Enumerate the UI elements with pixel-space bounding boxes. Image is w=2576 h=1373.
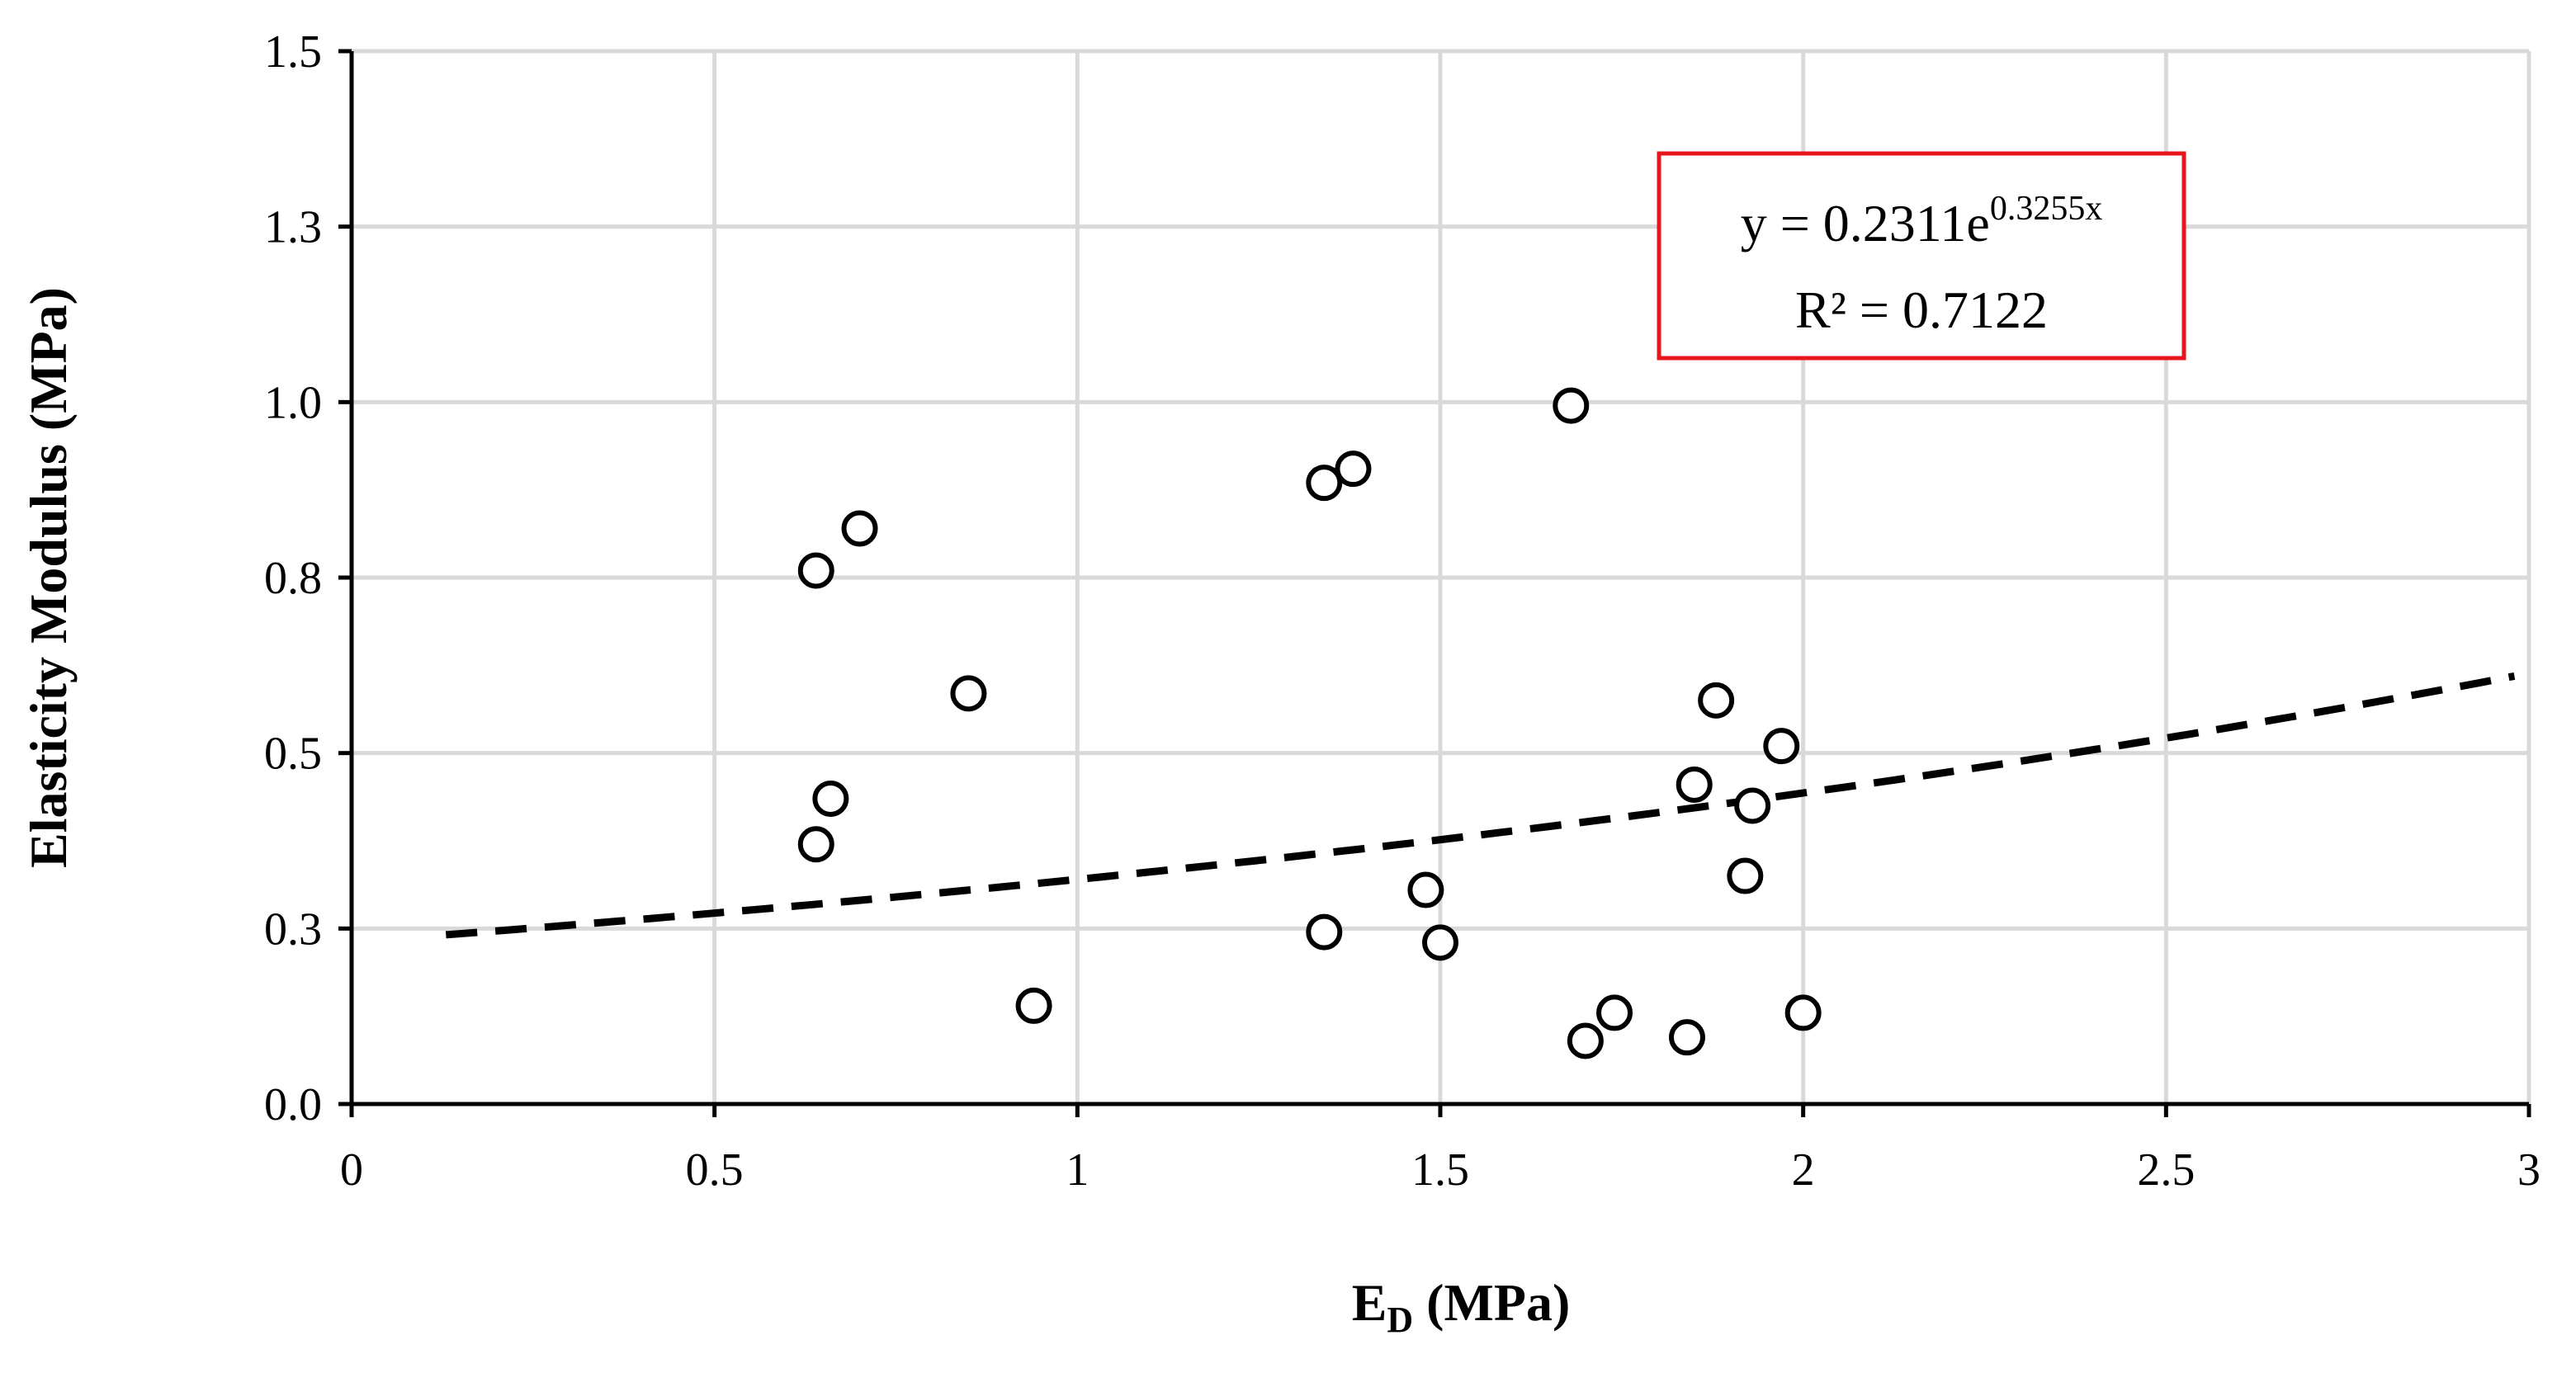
x-axis-title-main: E bbox=[1352, 1273, 1387, 1332]
y-tick-label: 0.8 bbox=[264, 553, 322, 604]
x-tick-label: 0 bbox=[340, 1144, 363, 1196]
data-point bbox=[1676, 766, 1713, 803]
x-axis-title-subscript: D bbox=[1387, 1300, 1413, 1340]
data-point bbox=[1734, 787, 1771, 824]
x-axis-title: ED (MPa) bbox=[1352, 1273, 1571, 1340]
data-point bbox=[1335, 451, 1372, 488]
data-point bbox=[797, 826, 834, 863]
data-point bbox=[797, 552, 834, 589]
data-point bbox=[1763, 728, 1800, 765]
equation-text: y = 0.2311e0.3255x bbox=[1741, 190, 2103, 252]
trendline-layer bbox=[445, 672, 2516, 939]
exponential-trendline bbox=[445, 672, 2516, 939]
x-axis-title-rest: (MPa) bbox=[1413, 1273, 1570, 1332]
x-tick-labels: 0 0.5 1 1.5 2 2.5 3 bbox=[340, 1144, 2541, 1196]
y-tick-label: 1.5 bbox=[264, 26, 322, 78]
data-point bbox=[841, 510, 878, 547]
data-point bbox=[1567, 1022, 1604, 1059]
data-point bbox=[1407, 871, 1444, 908]
x-tick-label: 2 bbox=[1792, 1144, 1815, 1196]
data-point bbox=[1553, 387, 1590, 424]
data-point bbox=[1306, 465, 1343, 502]
y-tick-label: 0.0 bbox=[264, 1079, 322, 1130]
data-point bbox=[1015, 987, 1052, 1024]
y-tick-label: 0.3 bbox=[264, 904, 322, 955]
y-tick-label: 1.3 bbox=[264, 202, 322, 253]
y-tick-labels: 0.0 0.3 0.5 0.8 1.0 1.3 1.5 bbox=[264, 26, 322, 1130]
equation-exponent: 0.3255x bbox=[1990, 190, 2103, 228]
data-point bbox=[1422, 924, 1458, 961]
grid-lines bbox=[352, 49, 2531, 1104]
data-point bbox=[1306, 913, 1343, 951]
trendline-equation-box: y = 0.2311e0.3255x R² = 0.7122 bbox=[1657, 151, 2186, 361]
data-points bbox=[797, 387, 1822, 1059]
axes bbox=[338, 49, 2531, 1117]
equation-base: y = 0.2311e bbox=[1741, 194, 1990, 252]
r-squared-text: R² = 0.7122 bbox=[1795, 281, 2048, 339]
data-point bbox=[950, 675, 987, 712]
x-tick-label: 2.5 bbox=[2137, 1144, 2195, 1196]
x-tick-label: 1 bbox=[1066, 1144, 1089, 1196]
y-tick-label: 0.5 bbox=[264, 729, 322, 780]
x-tick-label: 1.5 bbox=[1411, 1144, 1469, 1196]
data-point bbox=[1784, 994, 1822, 1031]
equation-box-border bbox=[1657, 151, 2186, 361]
data-point bbox=[1698, 682, 1735, 719]
data-point bbox=[1727, 857, 1764, 894]
x-tick-label: 3 bbox=[2517, 1144, 2541, 1196]
y-tick-label: 1.0 bbox=[264, 377, 322, 428]
data-point bbox=[1668, 1019, 1705, 1056]
data-point bbox=[1596, 994, 1633, 1031]
y-axis-title: Elasticity Modulus (MPa) bbox=[19, 287, 78, 868]
data-point bbox=[812, 780, 849, 817]
x-tick-label: 0.5 bbox=[686, 1144, 744, 1196]
